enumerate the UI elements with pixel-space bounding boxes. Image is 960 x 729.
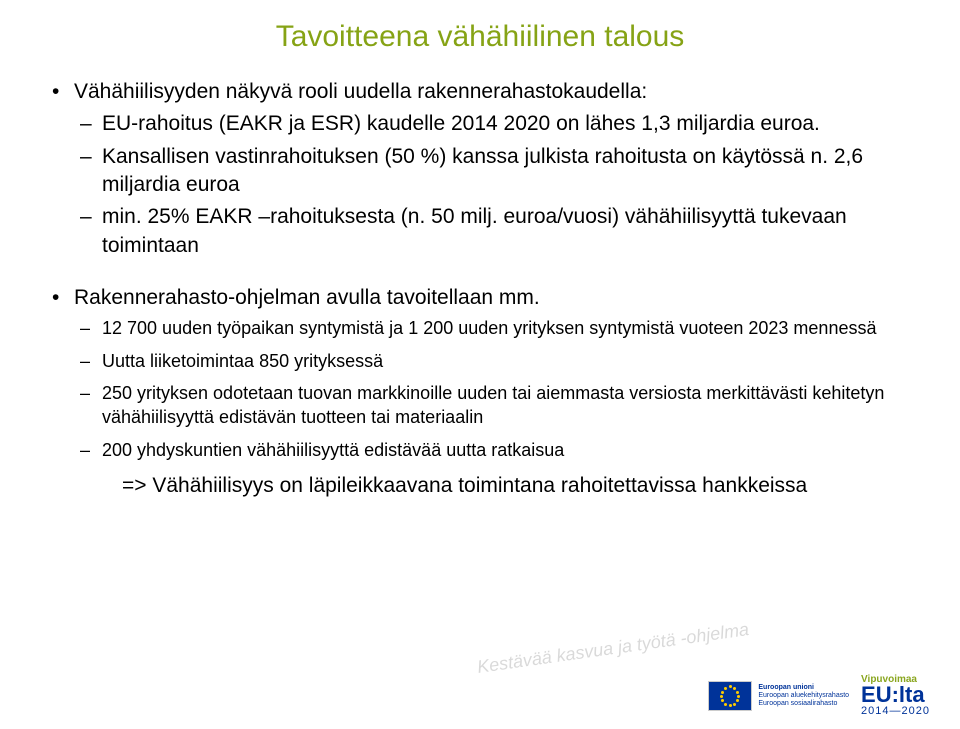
bullet-2: Rakennerahasto-ohjelman avulla tavoitell… — [50, 284, 910, 500]
bullet-1-sub-1: EU-rahoitus (EAKR ja ESR) kaudelle 2014 … — [74, 110, 910, 138]
bullet-2-text: Rakennerahasto-ohjelman avulla tavoitell… — [74, 286, 540, 309]
bullet-list: Vähähiilisyyden näkyvä rooli uudella rak… — [50, 78, 910, 260]
watermark-text: Kestävää kasvua ja työtä -ohjelma — [476, 619, 750, 678]
eu-line-3: Euroopan sosiaalirahasto — [758, 700, 849, 708]
bullet-2-sublist: 12 700 uuden työpaikan syntymistä ja 1 2… — [74, 316, 910, 461]
spacer — [50, 266, 910, 284]
eu-flag-icon — [708, 681, 752, 711]
slide-container: Tavoitteena vähähiilinen talous Vähähiil… — [0, 0, 960, 729]
eu-line-2: Euroopan aluekehitysrahasto — [758, 692, 849, 700]
eu-text-block: Euroopan unioni Euroopan aluekehitysraha… — [758, 684, 849, 708]
bullet-1-text: Vähähiilisyyden näkyvä rooli uudella rak… — [74, 80, 647, 103]
eu-logo-block: Euroopan unioni Euroopan aluekehitysraha… — [708, 681, 849, 711]
vipu-big: EU:lta — [861, 685, 930, 705]
eu-line-1: Euroopan unioni — [758, 684, 849, 692]
bullet-1-sublist: EU-rahoitus (EAKR ja ESR) kaudelle 2014 … — [74, 110, 910, 260]
bullet-2-sub-1: 12 700 uuden työpaikan syntymistä ja 1 2… — [74, 316, 910, 340]
footer-logos: Euroopan unioni Euroopan aluekehitysraha… — [708, 674, 930, 717]
arrow-conclusion: => Vähähiilisyys on läpileikkaavana toim… — [74, 472, 910, 500]
bullet-1-sub-2: Kansallisen vastinrahoituksen (50 %) kan… — [74, 143, 910, 200]
slide-title: Tavoitteena vähähiilinen talous — [50, 20, 910, 54]
vipu-years: 2014—2020 — [861, 705, 930, 717]
bullet-1-sub-3: min. 25% EAKR –rahoituksesta (n. 50 milj… — [74, 203, 910, 260]
bullet-2-sub-4: 200 yhdyskuntien vähähiilisyyttä edistäv… — [74, 438, 910, 462]
bullet-list-2: Rakennerahasto-ohjelman avulla tavoitell… — [50, 284, 910, 500]
bullet-1: Vähähiilisyyden näkyvä rooli uudella rak… — [50, 78, 910, 260]
bullet-2-sub-3: 250 yrityksen odotetaan tuovan markkinoi… — [74, 381, 910, 430]
bullet-2-sub-2: Uutta liiketoimintaa 850 yrityksessä — [74, 349, 910, 373]
vipuvoimaa-logo: Vipuvoimaa EU:lta 2014—2020 — [861, 674, 930, 717]
